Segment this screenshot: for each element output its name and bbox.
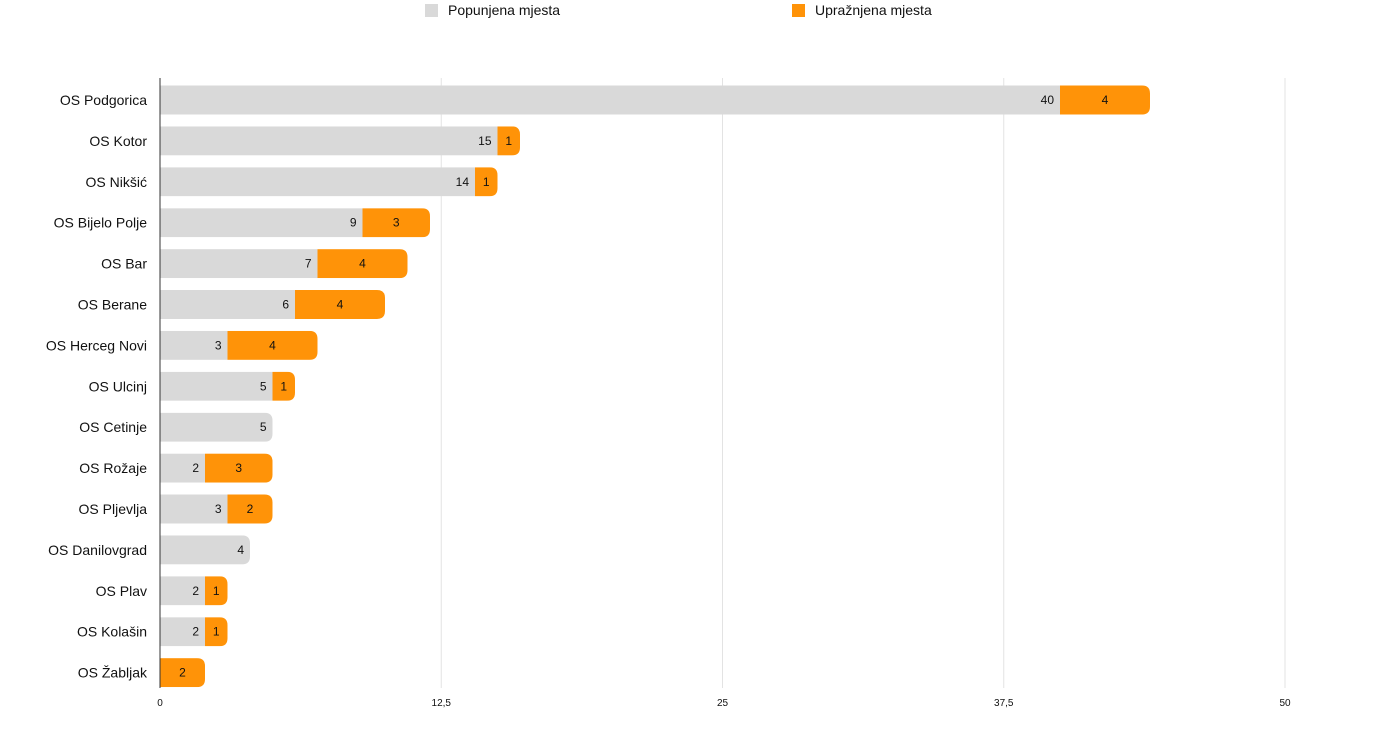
legend-label-popunjena: Popunjena mjesta xyxy=(448,2,561,18)
value-label-upraznjena: 2 xyxy=(247,502,254,516)
bar-upraznjena[interactable] xyxy=(272,371,296,401)
value-label-popunjena: 14 xyxy=(456,175,470,189)
value-label-popunjena: 2 xyxy=(192,625,199,639)
category-label: OS Herceg Novi xyxy=(46,337,147,353)
value-label-upraznjena: 1 xyxy=(213,625,220,639)
value-label-popunjena: 7 xyxy=(305,257,312,271)
value-label-popunjena: 2 xyxy=(192,584,199,598)
value-label-popunjena: 3 xyxy=(215,338,222,352)
legend-item-upraznjena[interactable]: Upražnjena mjesta xyxy=(792,0,932,20)
value-label-popunjena: 9 xyxy=(350,216,357,230)
bar-popunjena[interactable] xyxy=(160,208,363,238)
bar-upraznjena[interactable] xyxy=(317,249,408,279)
bar-upraznjena[interactable] xyxy=(227,494,273,524)
bar-upraznjena[interactable] xyxy=(227,330,318,360)
category-label: OS Kolašin xyxy=(77,624,147,640)
value-label-upraznjena: 4 xyxy=(337,298,344,312)
value-label-popunjena: 5 xyxy=(260,420,267,434)
bar-popunjena[interactable] xyxy=(160,453,205,483)
legend-swatch-popunjena xyxy=(425,3,438,17)
category-label: OS Plav xyxy=(96,583,147,599)
value-label-popunjena: 40 xyxy=(1041,93,1055,107)
category-label: OS Rožaje xyxy=(79,460,147,476)
category-label: OS Pljevlja xyxy=(79,501,148,517)
legend-label-upraznjena: Upražnjena mjesta xyxy=(815,2,932,18)
bar-upraznjena[interactable] xyxy=(1060,85,1150,115)
x-tick-label: 0 xyxy=(157,698,163,709)
bar-popunjena[interactable] xyxy=(160,412,273,442)
value-label-upraznjena: 1 xyxy=(483,175,490,189)
bar-upraznjena[interactable] xyxy=(362,208,431,238)
category-label: OS Žabljak xyxy=(78,665,148,681)
bar-popunjena[interactable] xyxy=(160,290,295,319)
category-label: OS Kotor xyxy=(89,133,147,149)
value-label-popunjena: 3 xyxy=(215,502,222,516)
value-label-upraznjena: 2 xyxy=(179,666,186,680)
value-label-popunjena: 6 xyxy=(282,298,289,312)
legend-item-popunjena[interactable]: Popunjena mjesta xyxy=(425,0,560,20)
x-tick-label: 12,5 xyxy=(432,698,452,709)
bar-popunjena[interactable] xyxy=(160,617,205,647)
category-label: OS Nikšić xyxy=(86,174,147,190)
bar-popunjena[interactable] xyxy=(160,330,228,360)
value-label-upraznjena: 1 xyxy=(213,584,220,598)
bar-popunjena[interactable] xyxy=(160,576,205,606)
bar-popunjena[interactable] xyxy=(160,249,318,279)
value-label-upraznjena: 3 xyxy=(393,216,400,230)
bar-popunjena[interactable] xyxy=(160,85,1060,115)
value-label-upraznjena: 4 xyxy=(359,257,366,271)
bar-popunjena[interactable] xyxy=(160,371,273,401)
value-label-upraznjena: 4 xyxy=(1102,93,1109,107)
value-label-upraznjena: 3 xyxy=(235,461,242,475)
x-tick-label: 25 xyxy=(717,698,729,709)
bar-popunjena[interactable] xyxy=(160,494,228,524)
value-label-popunjena: 5 xyxy=(260,379,267,393)
category-label: OS Bar xyxy=(101,256,147,272)
value-label-upraznjena: 1 xyxy=(505,134,512,148)
bar-upraznjena[interactable] xyxy=(295,290,385,319)
bar-upraznjena[interactable] xyxy=(475,167,498,197)
value-label-upraznjena: 4 xyxy=(269,338,276,352)
bar-upraznjena[interactable] xyxy=(160,658,205,688)
value-label-popunjena: 15 xyxy=(478,134,492,148)
bar-upraznjena[interactable] xyxy=(205,576,228,606)
x-tick-label: 50 xyxy=(1279,698,1291,709)
category-label: OS Berane xyxy=(78,297,147,313)
value-label-upraznjena: 1 xyxy=(280,379,287,393)
bar-upraznjena[interactable] xyxy=(205,453,273,483)
category-label: OS Podgorica xyxy=(60,92,147,108)
bar-upraznjena[interactable] xyxy=(205,617,228,647)
bar-upraznjena[interactable] xyxy=(497,126,521,156)
value-label-popunjena: 4 xyxy=(237,543,244,557)
bar-popunjena[interactable] xyxy=(160,167,475,197)
value-label-popunjena: 2 xyxy=(192,461,199,475)
legend-swatch-upraznjena xyxy=(792,3,805,17)
bar-popunjena[interactable] xyxy=(160,535,250,565)
x-tick-label: 37,5 xyxy=(994,698,1014,709)
category-label: OS Bijelo Polje xyxy=(54,215,148,231)
category-label: OS Ulcinj xyxy=(89,378,147,394)
category-label: OS Danilovgrad xyxy=(48,542,147,558)
category-label: OS Cetinje xyxy=(79,419,147,435)
bar-popunjena[interactable] xyxy=(160,126,498,156)
